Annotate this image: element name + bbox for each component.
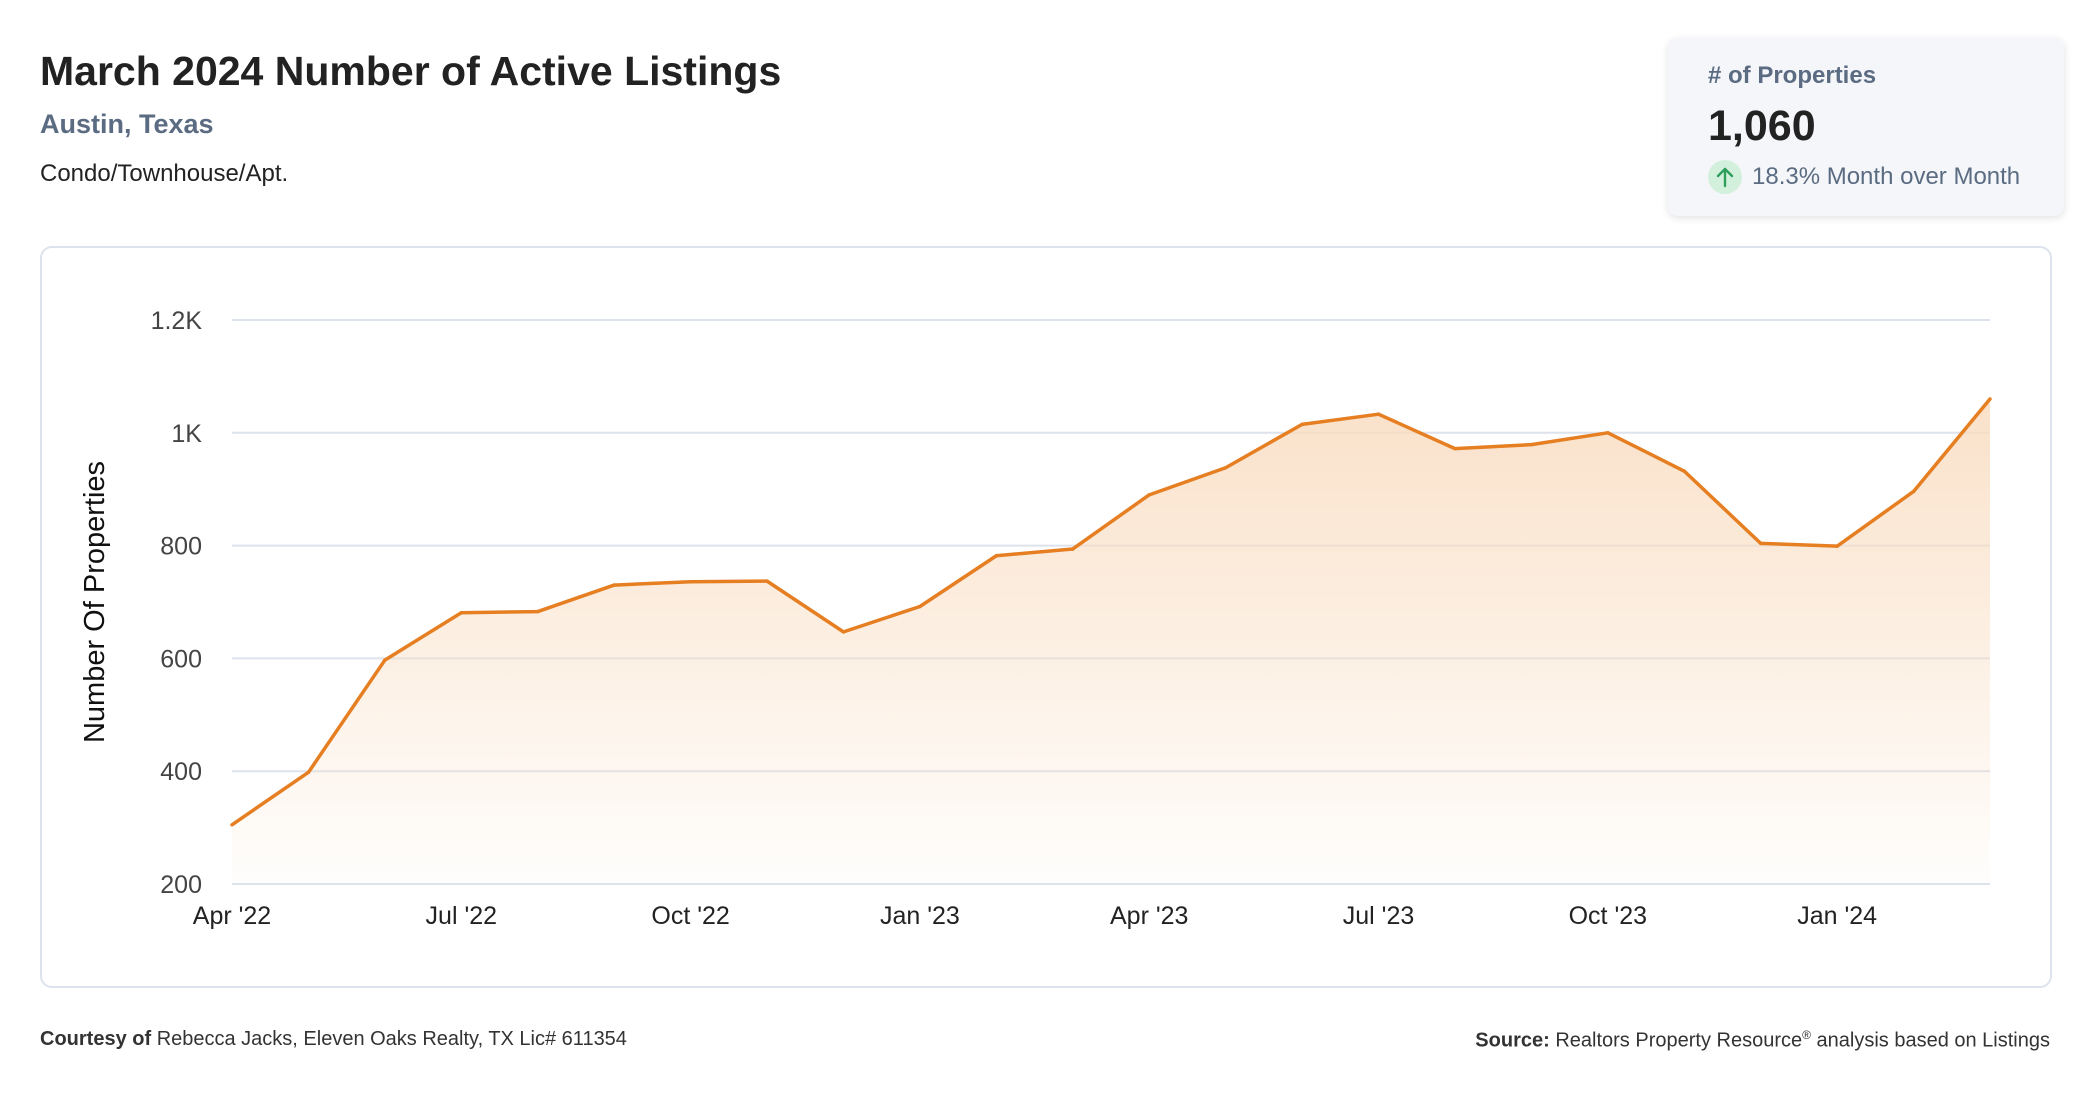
y-tick-label: 200 [160,871,202,899]
data-point [1988,397,1992,401]
x-tick-label: Oct '23 [1569,902,1647,930]
series-line-segment [1147,466,1228,497]
series-line-segment [230,770,311,827]
data-point [994,554,998,558]
series-line-segment [383,610,464,662]
data-point [383,658,387,662]
series-line-segment [1529,431,1610,447]
x-tick-label: Jan '23 [880,902,960,930]
x-tick-label: Jul '23 [1343,902,1414,930]
series-line-segment [841,604,922,634]
courtesy-label: Courtesy of [40,1028,152,1050]
courtesy-footer: Courtesy of Rebecca Jacks, Eleven Oaks R… [40,1028,627,1051]
arrow-up-icon [1708,160,1742,194]
x-tick-label: Jul '22 [426,902,497,930]
data-point [1300,422,1304,426]
stat-change-text: 18.3% Month over Month [1752,163,2021,190]
data-point [1835,544,1839,548]
series-line-segment [1223,422,1304,470]
data-point [1759,541,1763,545]
data-point [1071,547,1075,551]
data-point [765,579,769,583]
data-point [1147,493,1151,497]
series-line-segment [535,583,616,614]
page-title: March 2024 Number of Active Listings [40,48,782,94]
chart-frame: 200 400 600 800 1K 1.2K Apr '22 Jul '22 Oct '22 J… [40,246,2052,988]
series-line-segment [688,579,769,584]
data-point [459,611,463,615]
active-listings-chart: 200 400 600 800 1K 1.2K Apr '22 Jul '22 Oct '22 J… [79,307,1992,930]
area-fill [232,398,1990,884]
stat-value: 1,060 [1708,102,1816,150]
y-tick-label: 1.2K [151,307,203,335]
series-line-segment [1606,431,1687,473]
data-point [1224,466,1228,470]
series-line-segment [1911,397,1992,494]
data-point [841,630,845,634]
data-point [918,605,922,609]
series-line-segment [1453,442,1534,451]
property-type-label: Condo/Townhouse/Apt. [40,160,289,187]
data-point [1377,412,1381,416]
series-line-segment [1758,541,1839,548]
series-line-segment [306,658,387,775]
series-line-segment [765,579,846,634]
source-suffix: analysis based on Listings [1816,1029,2050,1052]
series-line-segment [612,579,693,587]
y-tick-label: 600 [160,645,202,673]
source-text: Realtors Property Resource [1555,1029,1803,1052]
stat-label: # of Properties [1708,62,1877,89]
data-point [306,770,310,774]
data-point [1912,489,1916,493]
x-tick-label: Apr '23 [1110,902,1188,930]
data-point [689,580,693,584]
series-line-segment [918,554,999,609]
y-tick-label: 400 [160,758,202,786]
data-point [230,823,234,827]
data-point [1606,431,1610,435]
location-subtitle: Austin, Texas [40,109,214,139]
data-point [1529,443,1533,447]
data-point [536,610,540,614]
source-footer: Source: Realtors Property Resource® anal… [1475,1028,2050,1053]
series-line-segment [994,547,1075,558]
registered-mark: ® [1802,1028,1811,1042]
source-label: Source: [1475,1029,1550,1052]
series-line-segment [1300,412,1381,427]
y-tick-label: 800 [160,533,202,561]
stat-change: 18.3% Month over Month [1708,160,2020,194]
y-axis-label: Number Of Properties [79,461,111,743]
x-tick-label: Oct '22 [651,902,729,930]
series-line-segment [1376,412,1457,451]
series-line-segment [1835,489,1916,548]
x-tick-label: Apr '22 [193,902,271,930]
data-point [1682,469,1686,473]
data-point [1453,447,1457,451]
courtesy-text: Rebecca Jacks, Eleven Oaks Realty, TX Li… [156,1028,627,1050]
series-line-segment [1071,493,1151,551]
y-tick-label: 1K [171,420,202,448]
series-line-segment [459,609,540,615]
properties-stat-card: # of Properties 1,060 18.3% Month over M… [1668,38,2064,216]
series-line-segment [1682,469,1763,546]
x-tick-label: Jan '24 [1797,902,1877,930]
data-point [612,583,616,587]
